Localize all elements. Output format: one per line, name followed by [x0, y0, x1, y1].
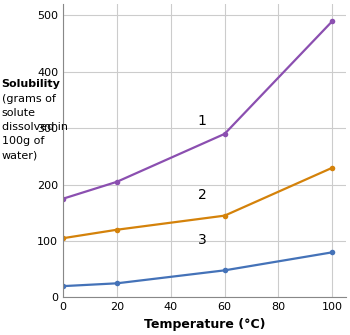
Text: 3: 3	[198, 233, 206, 247]
Text: 2: 2	[198, 188, 206, 202]
Text: Solubility: Solubility	[2, 79, 61, 89]
Text: 1: 1	[198, 114, 206, 128]
X-axis label: Temperature (°C): Temperature (°C)	[144, 318, 265, 331]
Text: (grams of
solute
dissolved in
100g of
water): (grams of solute dissolved in 100g of wa…	[2, 94, 68, 160]
